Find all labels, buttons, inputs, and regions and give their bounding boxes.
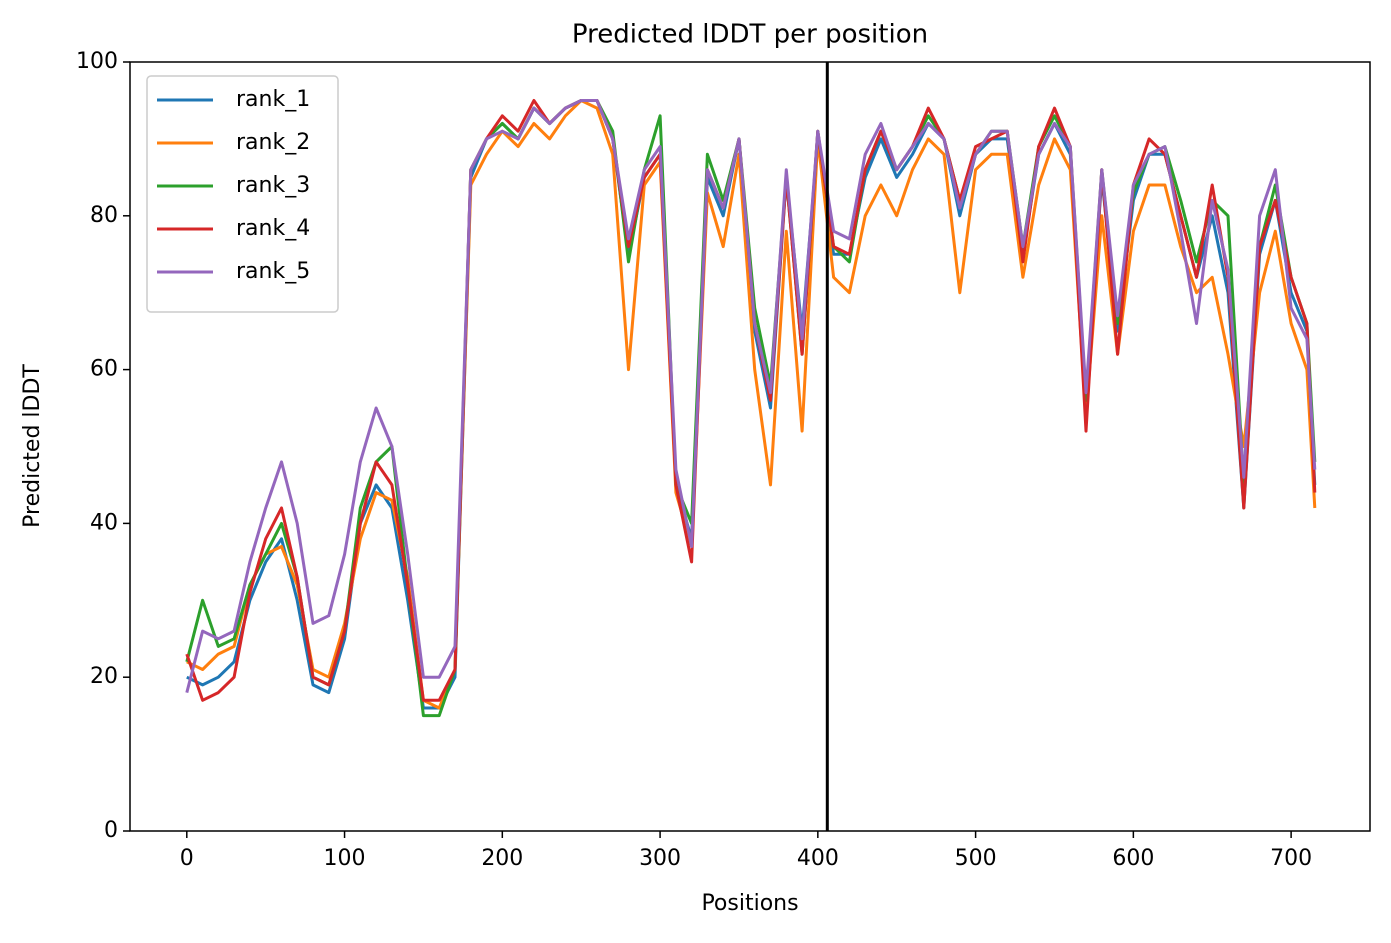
legend-box [146, 75, 339, 313]
series-line [185, 99, 1317, 693]
y-tick-label: 0 [104, 818, 118, 843]
chart-title: Predicted lDDT per position [572, 20, 928, 50]
legend-label: rank_4 [236, 216, 310, 241]
y-tick-label: 20 [90, 664, 118, 689]
x-tick-label: 100 [324, 846, 366, 871]
x-tick-label: 0 [180, 846, 194, 871]
x-tick-label: 700 [1270, 846, 1312, 871]
x-axis-label: Positions [701, 891, 798, 916]
legend-label: rank_5 [236, 259, 310, 284]
x-tick-label: 200 [481, 846, 523, 871]
y-tick-label: 100 [76, 49, 118, 74]
plot-frame [129, 61, 1371, 832]
legend-label: rank_3 [236, 173, 310, 198]
x-tick-label: 600 [1112, 846, 1154, 871]
legend-label: rank_1 [236, 87, 310, 112]
x-tick-label: 300 [639, 846, 681, 871]
y-tick-label: 40 [90, 510, 118, 535]
series-line [185, 99, 1317, 702]
y-tick-label: 80 [90, 203, 118, 228]
series-line [186, 99, 1317, 710]
legend-label: rank_2 [236, 130, 310, 155]
y-axis-label: Predicted lDDT [20, 364, 45, 528]
x-tick-label: 500 [955, 846, 997, 871]
y-tick-label: 60 [90, 357, 118, 382]
x-tick-label: 400 [797, 846, 839, 871]
